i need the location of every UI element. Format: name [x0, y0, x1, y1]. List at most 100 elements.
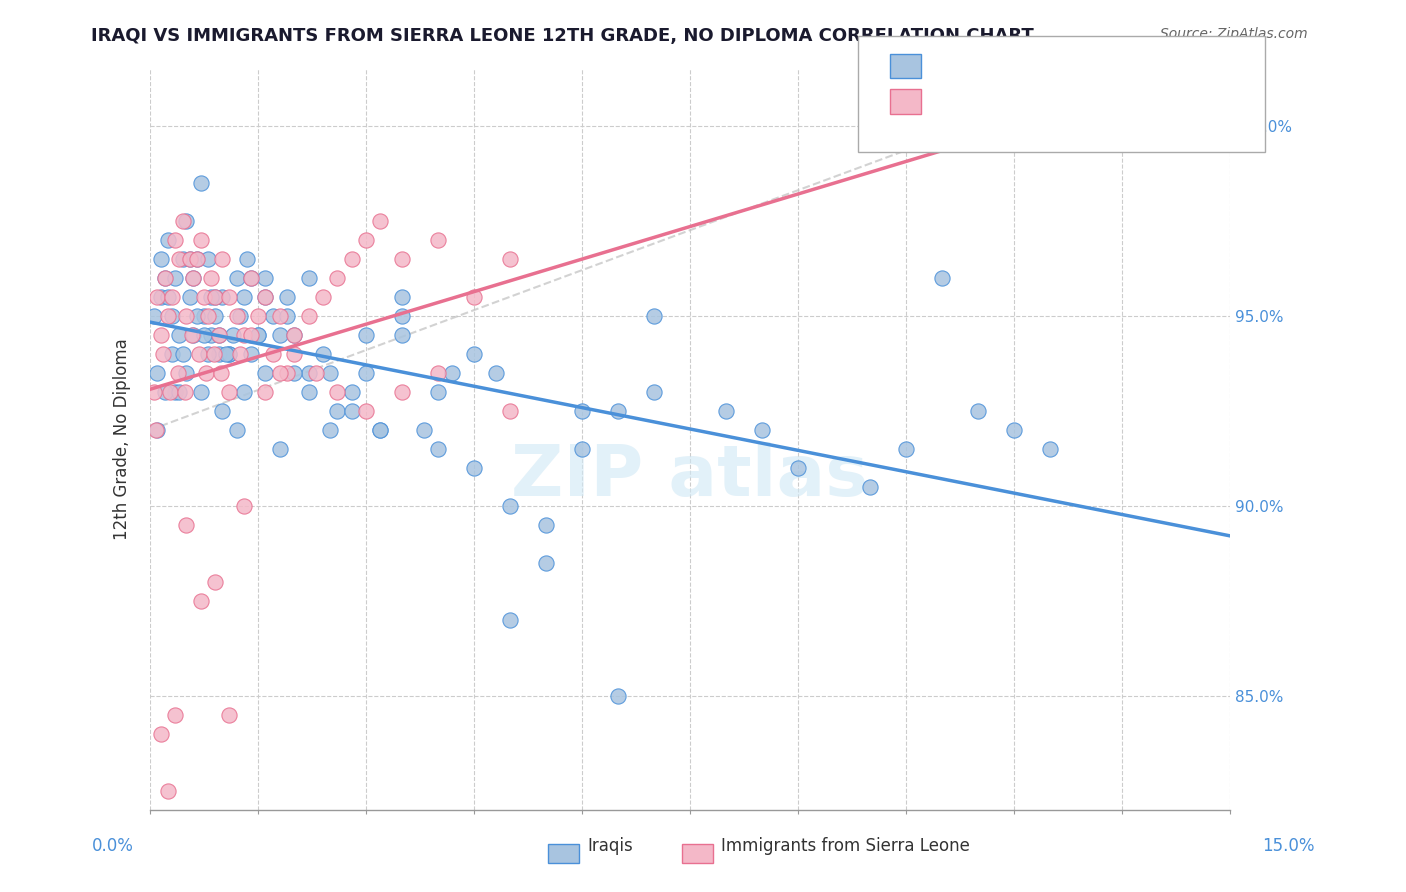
Point: [499, 613, 522, 627]
Point: [174, 366, 197, 380]
Point: [499, 252, 522, 266]
Text: Iraqis: Iraqis: [588, 837, 634, 855]
Point: [391, 252, 413, 266]
Point: [643, 309, 665, 323]
Point: [283, 327, 305, 342]
Point: [200, 327, 222, 342]
Point: [149, 727, 172, 741]
Point: [215, 347, 238, 361]
Point: [195, 366, 218, 380]
Point: [188, 347, 211, 361]
Point: [167, 384, 190, 399]
Point: [207, 327, 229, 342]
Point: [269, 366, 291, 380]
Point: [326, 270, 349, 285]
Point: [297, 366, 319, 380]
Point: [209, 366, 232, 380]
Point: [499, 404, 522, 418]
Y-axis label: 12th Grade, No Diploma: 12th Grade, No Diploma: [114, 339, 131, 541]
Point: [165, 384, 187, 399]
Point: [247, 309, 270, 323]
Point: [193, 309, 215, 323]
Point: [312, 347, 335, 361]
Point: [607, 404, 630, 418]
Point: [202, 347, 225, 361]
Point: [391, 290, 413, 304]
Point: [211, 252, 233, 266]
Point: [254, 290, 277, 304]
Point: [319, 366, 342, 380]
Point: [239, 327, 262, 342]
Point: [247, 327, 270, 342]
Point: [207, 347, 229, 361]
Point: [607, 690, 630, 704]
Point: [179, 290, 201, 304]
Point: [218, 347, 240, 361]
Point: [354, 233, 377, 247]
Point: [232, 290, 254, 304]
Point: [297, 384, 319, 399]
Point: [225, 423, 247, 437]
Point: [340, 404, 363, 418]
Point: [427, 366, 450, 380]
Text: R =  0.203   N =  70: R = 0.203 N = 70: [935, 96, 1132, 114]
Point: [859, 480, 882, 494]
Point: [340, 252, 363, 266]
Point: [297, 309, 319, 323]
Point: [571, 404, 593, 418]
Point: [204, 290, 226, 304]
Point: [283, 347, 305, 361]
Point: [204, 575, 226, 590]
Point: [305, 366, 328, 380]
Point: [643, 384, 665, 399]
Point: [254, 366, 277, 380]
Point: [179, 252, 201, 266]
Point: [326, 384, 349, 399]
Point: [211, 290, 233, 304]
Point: [262, 347, 284, 361]
Point: [276, 290, 298, 304]
Point: [571, 442, 593, 456]
Point: [269, 327, 291, 342]
Point: [142, 309, 165, 323]
Point: [354, 404, 377, 418]
Point: [354, 327, 377, 342]
Point: [166, 366, 188, 380]
Point: [534, 556, 557, 570]
Point: [167, 252, 190, 266]
Point: [149, 252, 172, 266]
Point: [1002, 423, 1025, 437]
Point: [190, 233, 212, 247]
Point: [172, 213, 194, 227]
Point: [370, 423, 392, 437]
Point: [197, 347, 219, 361]
Point: [165, 270, 187, 285]
Point: [427, 233, 450, 247]
Point: [183, 270, 205, 285]
Point: [159, 384, 181, 399]
Point: [207, 327, 229, 342]
Point: [190, 176, 212, 190]
Point: [370, 423, 392, 437]
Point: [222, 327, 245, 342]
Point: [218, 290, 240, 304]
Point: [145, 423, 167, 437]
Point: [160, 290, 183, 304]
Text: R = -0.077   N = 105: R = -0.077 N = 105: [935, 61, 1139, 78]
Point: [276, 309, 298, 323]
Point: [229, 309, 252, 323]
Point: [370, 213, 392, 227]
Point: [354, 366, 377, 380]
Point: [157, 290, 180, 304]
Point: [160, 309, 183, 323]
Point: [153, 384, 176, 399]
Point: [312, 290, 335, 304]
Point: [193, 290, 215, 304]
Point: [165, 233, 187, 247]
Point: [172, 347, 194, 361]
Point: [149, 290, 172, 304]
Point: [174, 213, 197, 227]
Point: [283, 366, 305, 380]
Point: [391, 327, 413, 342]
Point: [534, 518, 557, 533]
